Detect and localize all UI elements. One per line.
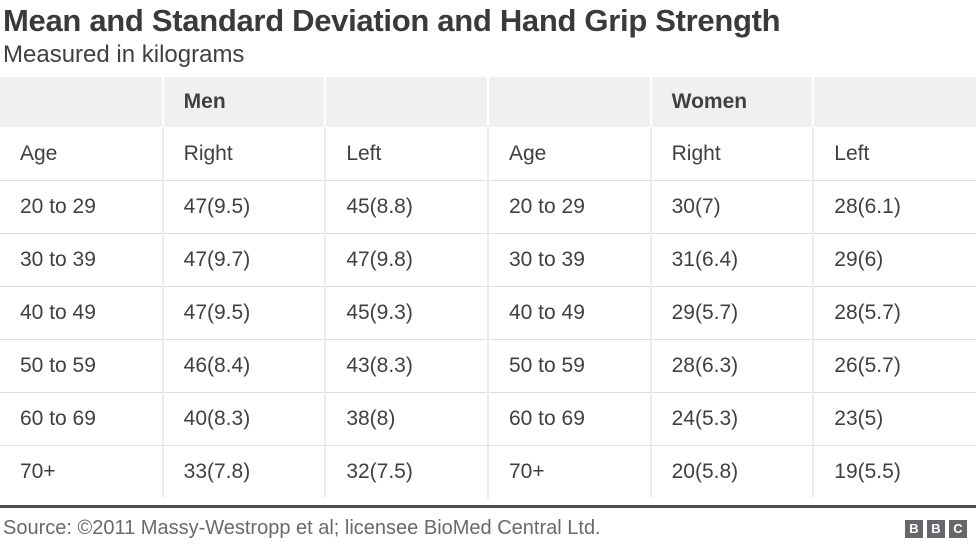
- cell-age-women: 70+: [486, 444, 651, 499]
- cell-left-men: 45(9.3): [324, 285, 488, 340]
- cell-age-men: 30 to 39: [0, 232, 163, 287]
- group-header-women: Women: [649, 77, 814, 128]
- cell-right-women: 24(5.3): [649, 391, 814, 446]
- table-row: 20 to 29 47(9.5) 45(8.8) 20 to 29 30(7) …: [0, 179, 976, 234]
- cell-left-women: 28(5.7): [812, 285, 976, 340]
- bbc-logo-letter-icon: B: [905, 519, 923, 538]
- column-header-left-women: Left: [812, 127, 976, 181]
- cell-right-men: 47(9.5): [161, 179, 326, 234]
- group-header-blank: [486, 77, 651, 128]
- cell-left-women: 26(5.7): [812, 338, 976, 393]
- cell-right-women: 20(5.8): [649, 444, 814, 499]
- cell-age-men: 60 to 69: [0, 391, 163, 446]
- group-header-men: Men: [161, 77, 326, 128]
- cell-left-women: 19(5.5): [812, 444, 976, 499]
- cell-left-women: 23(5): [812, 391, 976, 446]
- table-row: 70+ 33(7.8) 32(7.5) 70+ 20(5.8) 19(5.5): [0, 444, 976, 499]
- table-row: 30 to 39 47(9.7) 47(9.8) 30 to 39 31(6.4…: [0, 232, 976, 287]
- footer: Source: ©2011 Massy-Westropp et al; lice…: [0, 505, 976, 549]
- bbc-logo-letter-icon: B: [927, 519, 945, 538]
- cell-right-men: 40(8.3): [161, 391, 326, 446]
- cell-right-men: 47(9.5): [161, 285, 326, 340]
- cell-age-men: 40 to 49: [0, 285, 163, 340]
- bbc-logo-letter-icon: C: [949, 519, 967, 538]
- grip-strength-table: Men Women Age Right Left Age Right Left …: [0, 77, 976, 499]
- cell-left-men: 32(7.5): [324, 444, 488, 499]
- group-header-row: Men Women: [0, 77, 976, 128]
- cell-age-women: 20 to 29: [486, 179, 651, 234]
- cell-left-women: 28(6.1): [812, 179, 976, 234]
- column-header-right-women: Right: [649, 127, 814, 181]
- cell-right-women: 31(6.4): [649, 232, 814, 287]
- cell-age-women: 60 to 69: [486, 391, 651, 446]
- page-subtitle: Measured in kilograms: [3, 41, 245, 69]
- column-header-row: Age Right Left Age Right Left: [0, 127, 976, 181]
- cell-left-men: 38(8): [324, 391, 488, 446]
- group-header-blank: [812, 77, 976, 128]
- table-row: 60 to 69 40(8.3) 38(8) 60 to 69 24(5.3) …: [0, 391, 976, 446]
- page-title: Mean and Standard Deviation and Hand Gri…: [3, 3, 781, 38]
- cell-right-men: 46(8.4): [161, 338, 326, 393]
- cell-left-men: 45(8.8): [324, 179, 488, 234]
- cell-age-women: 40 to 49: [486, 285, 651, 340]
- column-header-left-men: Left: [324, 127, 488, 181]
- cell-left-women: 29(6): [812, 232, 976, 287]
- group-header-blank: [324, 77, 488, 128]
- cell-right-women: 28(6.3): [649, 338, 814, 393]
- cell-age-men: 70+: [0, 444, 163, 499]
- cell-age-men: 50 to 59: [0, 338, 163, 393]
- source-credit: Source: ©2011 Massy-Westropp et al; lice…: [3, 517, 601, 539]
- cell-age-women: 50 to 59: [486, 338, 651, 393]
- cell-right-women: 29(5.7): [649, 285, 814, 340]
- cell-right-men: 33(7.8): [161, 444, 326, 499]
- bbc-logo: B B C: [905, 519, 967, 538]
- cell-right-men: 47(9.7): [161, 232, 326, 287]
- column-header-age-women: Age: [486, 127, 651, 181]
- cell-age-men: 20 to 29: [0, 179, 163, 234]
- table-row: 40 to 49 47(9.5) 45(9.3) 40 to 49 29(5.7…: [0, 285, 976, 340]
- group-header-blank: [0, 77, 163, 128]
- cell-left-men: 43(8.3): [324, 338, 488, 393]
- cell-age-women: 30 to 39: [486, 232, 651, 287]
- cell-right-women: 30(7): [649, 179, 814, 234]
- cell-left-men: 47(9.8): [324, 232, 488, 287]
- table-row: 50 to 59 46(8.4) 43(8.3) 50 to 59 28(6.3…: [0, 338, 976, 393]
- column-header-right-men: Right: [161, 127, 326, 181]
- column-header-age-men: Age: [0, 127, 163, 181]
